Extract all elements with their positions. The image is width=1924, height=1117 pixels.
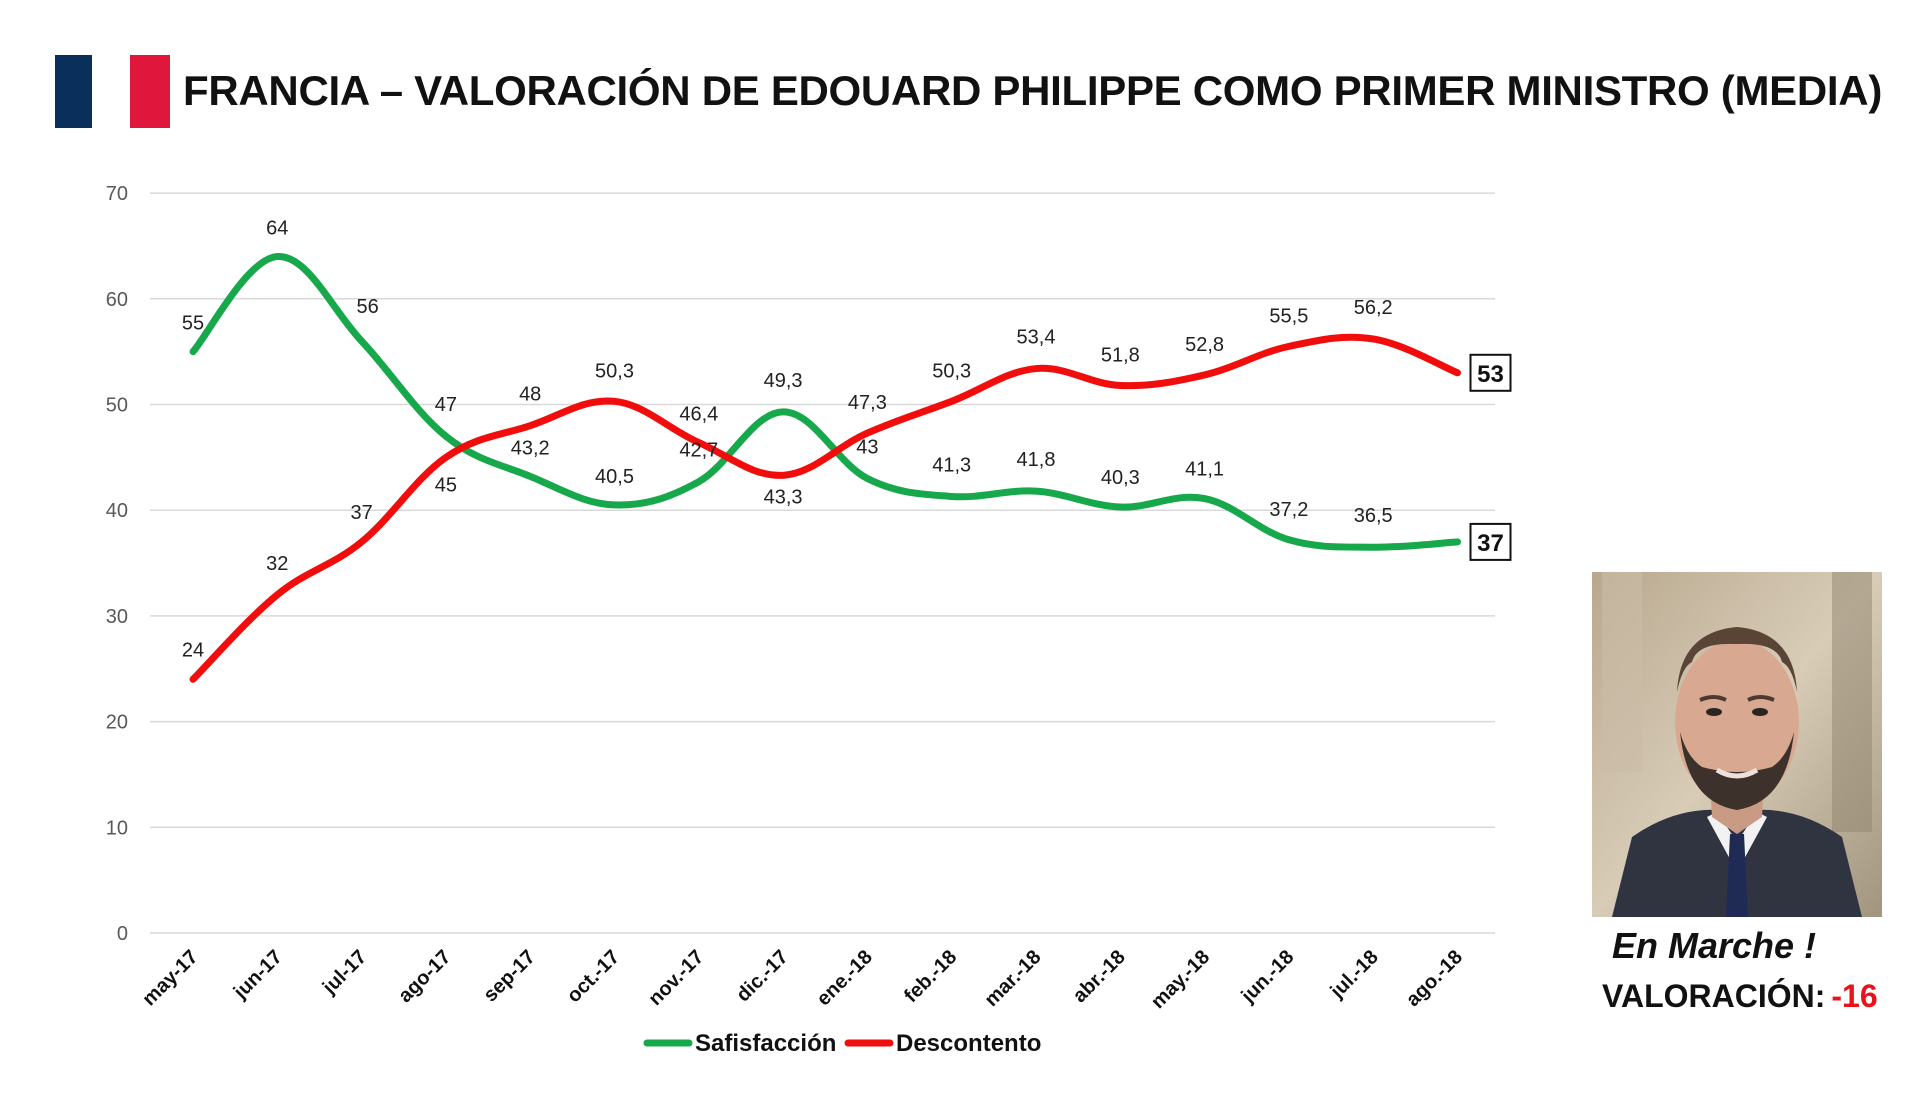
- rating-label: VALORACIÓN:: [1602, 978, 1826, 1014]
- x-tick-label: nov.-17: [644, 946, 708, 1010]
- x-tick-label: sep-17: [479, 946, 539, 1006]
- page-title: FRANCIA – VALORACIÓN DE EDOUARD PHILIPPE…: [183, 67, 1883, 114]
- line-chart: 0 10 20 30 40 50 60 70 may-17 jun-17 jul-17 ago-17…: [106, 183, 1512, 1057]
- data-label: 36,5: [1354, 505, 1393, 527]
- y-axis-ticks: 0 10 20 30 40 50 60 70: [106, 183, 128, 945]
- data-label: 52,8: [1185, 334, 1224, 356]
- portrait-photo: [1592, 572, 1882, 917]
- x-tick-label: may-17: [138, 946, 202, 1010]
- data-label: 49,3: [764, 370, 803, 392]
- party-name: En Marche !: [1612, 925, 1817, 966]
- data-label: 46,4: [679, 404, 718, 426]
- data-label: 45: [435, 474, 457, 496]
- x-tick-label: may.-18: [1147, 946, 1214, 1013]
- end-value-box: [1469, 522, 1512, 561]
- data-label: 24: [182, 639, 204, 661]
- flag-red-stripe: [130, 55, 170, 128]
- data-label: 55,5: [1269, 305, 1308, 327]
- y-tick-label: 60: [106, 289, 128, 311]
- data-label: 41,1: [1185, 459, 1224, 481]
- data-label: 37: [350, 502, 372, 524]
- legend-label[interactable]: Descontento: [896, 1030, 1041, 1057]
- chart-series: [189, 253, 1461, 683]
- y-tick-label: 50: [106, 395, 128, 417]
- data-label: 43,3: [764, 486, 803, 508]
- x-tick-label: jul-17: [318, 946, 371, 999]
- data-label: 56: [356, 296, 378, 318]
- x-tick-label: ene.-18: [813, 946, 877, 1010]
- x-tick-label: dic.-17: [732, 946, 792, 1006]
- series-line-0: [189, 253, 1461, 551]
- data-label: 47,3: [848, 392, 887, 414]
- x-tick-label: jun-17: [229, 946, 287, 1004]
- data-label: 41,3: [932, 454, 971, 476]
- y-tick-label: 70: [106, 183, 128, 205]
- rating-line: VALORACIÓN: -16: [1602, 978, 1878, 1015]
- x-tick-label: mar.-18: [980, 946, 1045, 1011]
- data-label: 51,8: [1101, 344, 1140, 366]
- y-tick-label: 40: [106, 500, 128, 522]
- data-labels: 55 64 56 47 43,2 40,5 42,7 49,3 43 41,3 41,8 40,3 41…: [182, 218, 1512, 661]
- x-tick-label: abr.-18: [1069, 946, 1130, 1007]
- end-value-label: 37: [1477, 530, 1504, 557]
- series-line-1: [189, 333, 1461, 683]
- data-label: 48: [519, 384, 541, 406]
- data-label: 42,7: [679, 440, 718, 462]
- y-tick-label: 20: [106, 712, 128, 734]
- data-label: 32: [266, 553, 288, 575]
- flag-blue-stripe: [55, 55, 92, 128]
- data-label: 50,3: [932, 360, 971, 382]
- end-value-label: 53: [1477, 361, 1504, 388]
- data-label: 43,2: [511, 437, 550, 459]
- data-label: 41,8: [1017, 449, 1056, 471]
- x-tick-label: jul.-18: [1326, 946, 1383, 1003]
- data-label: 56,2: [1354, 297, 1393, 319]
- legend-label[interactable]: Safisfacción: [695, 1030, 836, 1057]
- x-axis-ticks: may-17 jun-17 jul-17 ago-17 sep-17 oct.-17 nov…: [138, 946, 1467, 1013]
- data-label: 64: [266, 218, 288, 240]
- data-label: 53,4: [1017, 327, 1056, 349]
- data-label: 47: [435, 394, 457, 416]
- x-tick-label: oct.-17: [563, 946, 624, 1007]
- x-tick-label: jun.-18: [1237, 946, 1299, 1008]
- x-tick-label: ago-17: [394, 946, 455, 1007]
- data-label: 43: [856, 436, 878, 458]
- france-flag-icon: [55, 55, 170, 128]
- x-tick-label: feb.-18: [900, 946, 961, 1007]
- y-tick-label: 0: [117, 923, 128, 945]
- data-label: 50,3: [595, 360, 634, 382]
- y-tick-label: 10: [106, 817, 128, 839]
- chart-legend[interactable]: Safisfacción Descontento: [643, 1030, 1041, 1057]
- end-value-box: [1469, 353, 1512, 392]
- data-label: 40,3: [1101, 467, 1140, 489]
- data-label: 55: [182, 313, 204, 335]
- data-label: 37,2: [1269, 499, 1308, 521]
- data-label: 40,5: [595, 466, 634, 488]
- chart-grid: [150, 192, 1495, 934]
- x-tick-label: ago.-18: [1402, 946, 1467, 1011]
- rating-value: -16: [1831, 978, 1878, 1014]
- y-tick-label: 30: [106, 606, 128, 628]
